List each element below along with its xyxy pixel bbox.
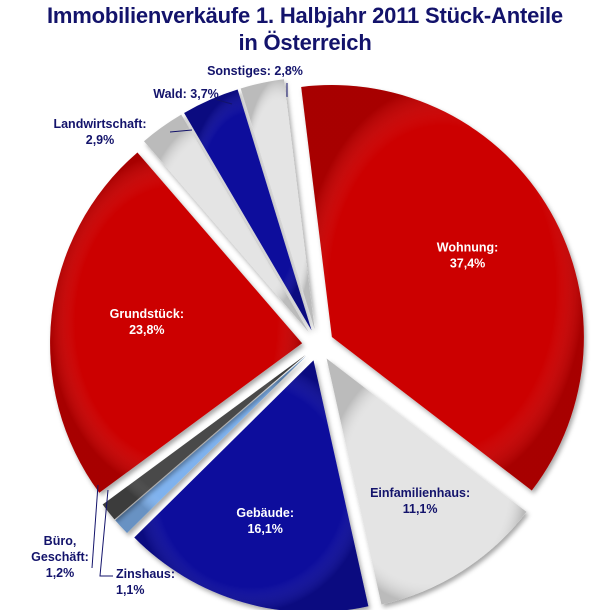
slice-label-einfamilienhaus: Einfamilienhaus: 11,1%: [370, 486, 470, 516]
slice-label-line: Büro,: [44, 534, 77, 548]
slice-label-line: Wohnung:: [437, 241, 499, 255]
slice-label-line: Zinshaus:: [116, 567, 175, 581]
leader-line-buro-geschaft: [91, 484, 99, 569]
slice-label-sonstiges: Sonstiges: 2,8%: [207, 64, 303, 78]
slice-label-line: Grundstück:: [110, 307, 184, 321]
slice-label-wohnung: Wohnung: 37,4%: [437, 241, 499, 271]
slice-label-line: Geschäft:: [31, 550, 89, 564]
chart-title-line1: Immobilienverkäufe 1. Halbjahr 2011 Stüc…: [47, 3, 563, 28]
slice-label-grundstuck: Grundstück: 23,8%: [110, 307, 184, 337]
slice-label-line: 37,4%: [450, 257, 485, 271]
slice-label-line: 1,2%: [46, 566, 75, 580]
slice-label-line: 1,1%: [116, 583, 145, 597]
slice-label-line: 2,9%: [86, 133, 115, 147]
slice-label-line: Einfamilienhaus:: [370, 486, 470, 500]
slice-label-line: Landwirtschaft:: [53, 117, 146, 131]
slice-label-line: Wald: 3,7%: [153, 87, 219, 101]
slice-label-zinshaus: Zinshaus: 1,1%: [116, 567, 175, 597]
chart-title-line2: in Österreich: [238, 30, 372, 55]
slice-label-gebaude: Gebäude: 16,1%: [236, 506, 294, 536]
slice-label-wald: Wald: 3,7%: [153, 87, 219, 101]
slice-label-line: Sonstiges: 2,8%: [207, 64, 303, 78]
leader-line-wald: [213, 98, 233, 105]
slice-label-line: 23,8%: [129, 323, 164, 337]
leader-line-landwirtschaft: [169, 129, 193, 133]
slice-label-buro-geschaft: Büro, Geschäft: 1,2%: [31, 534, 89, 580]
leader-line-zinshaus: [99, 489, 113, 577]
slice-label-line: 11,1%: [403, 502, 438, 516]
chart-title: Immobilienverkäufe 1. Halbjahr 2011 Stüc…: [0, 0, 610, 56]
slice-label-landwirtschaft: Landwirtschaft: 2,9%: [53, 117, 146, 147]
slice-label-line: Gebäude:: [236, 506, 294, 520]
slice-label-line: 16,1%: [247, 522, 282, 536]
